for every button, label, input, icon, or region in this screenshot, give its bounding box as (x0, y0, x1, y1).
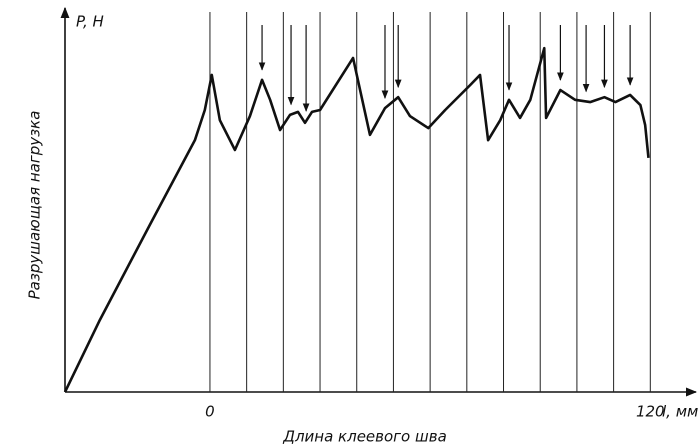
y-axis-short-label: P, Н (76, 13, 104, 31)
load-curve (63, 46, 650, 393)
x-unit-label: l, мм (662, 403, 698, 421)
x-tick-label: 0 (205, 403, 215, 421)
x-axis-label: Длина клеевого шва (282, 428, 447, 446)
x-tick-label: 120 (636, 403, 665, 421)
y-axis-label: Разрушающая нагрузка (26, 111, 44, 300)
